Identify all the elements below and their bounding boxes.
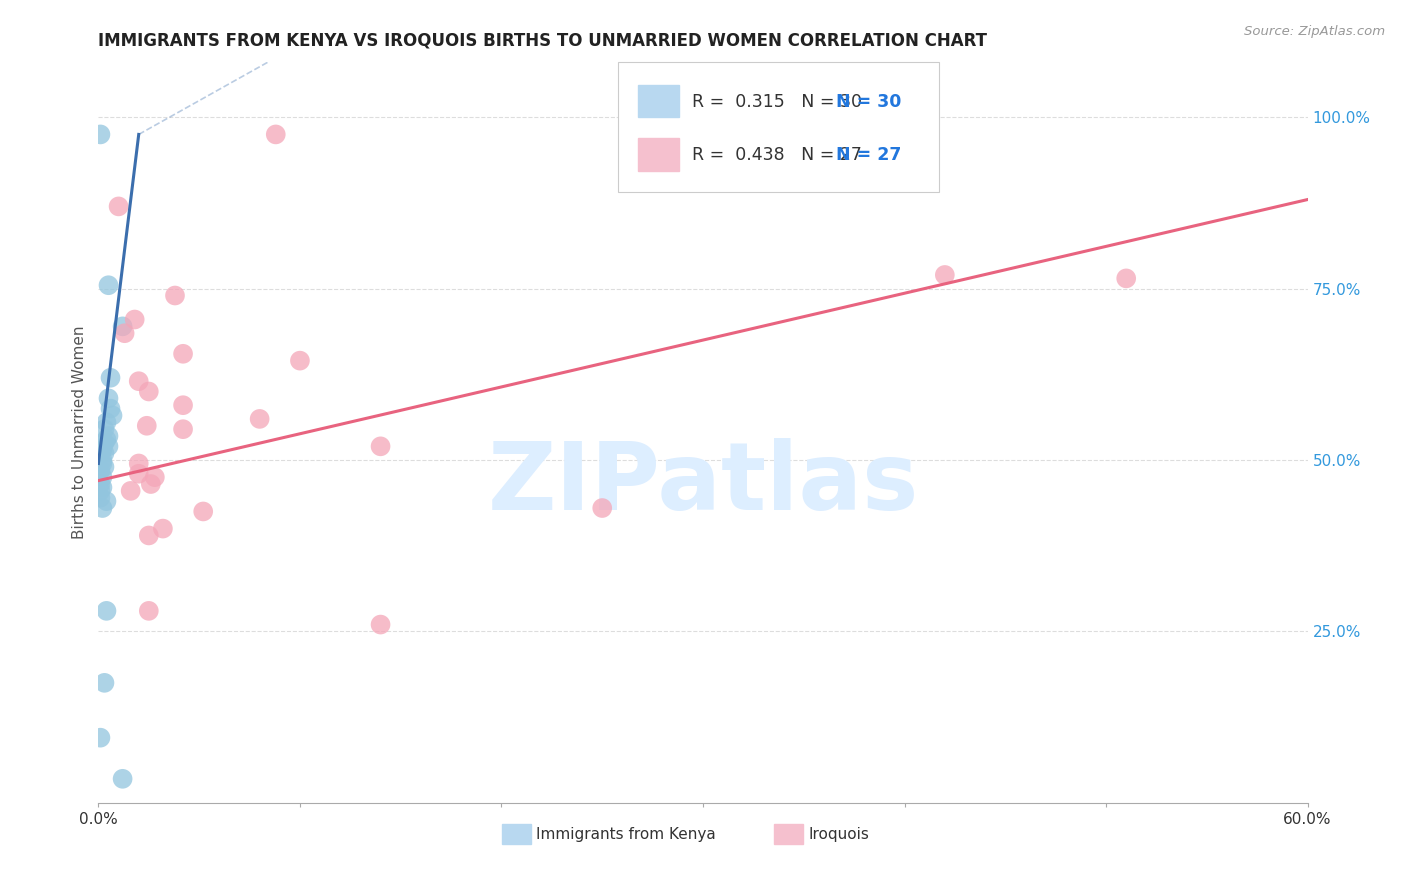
Point bbox=[163, 288, 186, 302]
Point bbox=[96, 604, 118, 618]
Point bbox=[934, 268, 956, 282]
Y-axis label: Births to Unmarried Women: Births to Unmarried Women bbox=[72, 326, 87, 540]
Point bbox=[111, 772, 134, 786]
Point bbox=[143, 470, 166, 484]
Point bbox=[91, 470, 114, 484]
Point bbox=[93, 422, 115, 436]
Point bbox=[128, 467, 150, 481]
Point bbox=[138, 528, 160, 542]
Text: Immigrants from Kenya: Immigrants from Kenya bbox=[536, 827, 716, 842]
Point bbox=[249, 412, 271, 426]
Point bbox=[120, 483, 142, 498]
Point bbox=[91, 453, 114, 467]
Point bbox=[89, 477, 111, 491]
Point bbox=[91, 480, 114, 494]
Point bbox=[89, 128, 111, 142]
Point bbox=[370, 439, 392, 453]
Point bbox=[93, 459, 115, 474]
Point bbox=[288, 353, 311, 368]
Text: Source: ZipAtlas.com: Source: ZipAtlas.com bbox=[1244, 25, 1385, 38]
Point bbox=[1115, 271, 1137, 285]
Point bbox=[139, 477, 162, 491]
Point bbox=[97, 278, 120, 293]
Point bbox=[100, 371, 122, 385]
FancyBboxPatch shape bbox=[638, 138, 679, 170]
Point bbox=[89, 483, 111, 498]
Text: N = 30: N = 30 bbox=[837, 93, 901, 111]
Point bbox=[97, 439, 120, 453]
Point bbox=[591, 501, 613, 516]
Point bbox=[107, 199, 129, 213]
FancyBboxPatch shape bbox=[619, 62, 939, 192]
Point bbox=[91, 442, 114, 457]
Point bbox=[101, 409, 124, 423]
Point bbox=[96, 415, 118, 429]
Point bbox=[93, 436, 115, 450]
Point bbox=[370, 617, 392, 632]
Text: R =  0.315   N = 30: R = 0.315 N = 30 bbox=[692, 93, 862, 111]
Point bbox=[89, 491, 111, 505]
Point bbox=[138, 384, 160, 399]
Text: Iroquois: Iroquois bbox=[808, 827, 869, 842]
Point bbox=[128, 374, 150, 388]
Text: N = 27: N = 27 bbox=[837, 146, 901, 164]
Point bbox=[93, 446, 115, 460]
Point bbox=[89, 731, 111, 745]
FancyBboxPatch shape bbox=[502, 824, 531, 844]
Point bbox=[135, 418, 157, 433]
FancyBboxPatch shape bbox=[638, 85, 679, 117]
Point bbox=[97, 392, 120, 406]
Point bbox=[172, 347, 194, 361]
Point bbox=[172, 422, 194, 436]
Point bbox=[264, 128, 287, 142]
Point bbox=[138, 604, 160, 618]
Point bbox=[96, 433, 118, 447]
Point bbox=[100, 401, 122, 416]
Point bbox=[193, 504, 215, 518]
Text: IMMIGRANTS FROM KENYA VS IROQUOIS BIRTHS TO UNMARRIED WOMEN CORRELATION CHART: IMMIGRANTS FROM KENYA VS IROQUOIS BIRTHS… bbox=[98, 32, 987, 50]
FancyBboxPatch shape bbox=[775, 824, 803, 844]
Text: ZIPatlas: ZIPatlas bbox=[488, 439, 918, 531]
Point bbox=[172, 398, 194, 412]
Point bbox=[124, 312, 146, 326]
Point bbox=[96, 494, 118, 508]
Point bbox=[93, 676, 115, 690]
Point bbox=[91, 501, 114, 516]
Point bbox=[111, 319, 134, 334]
Point bbox=[89, 463, 111, 477]
Point bbox=[128, 457, 150, 471]
Text: R =  0.438   N = 27: R = 0.438 N = 27 bbox=[692, 146, 862, 164]
Point bbox=[97, 429, 120, 443]
Point bbox=[91, 457, 114, 471]
Point bbox=[152, 522, 174, 536]
Point bbox=[114, 326, 136, 341]
